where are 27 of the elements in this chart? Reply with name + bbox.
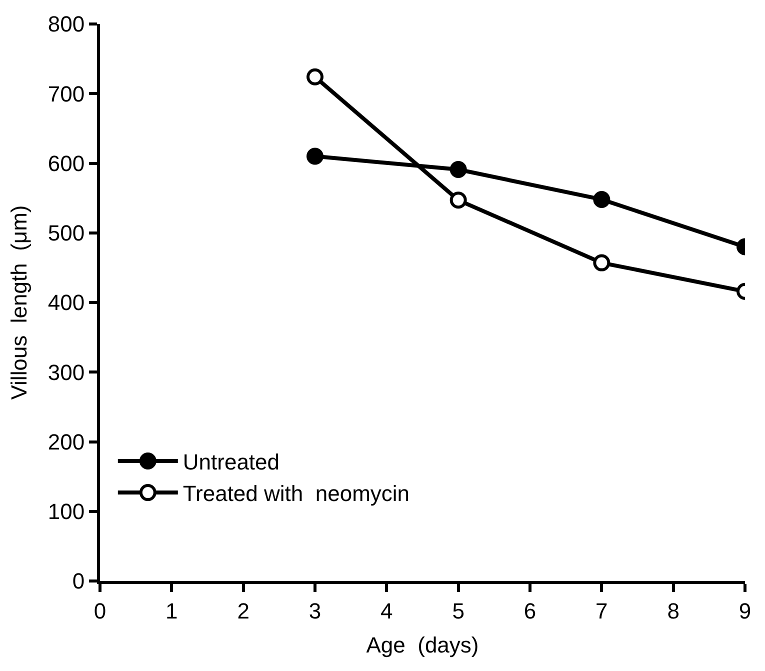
x-tick-label: 2	[237, 598, 250, 624]
y-tick-label: 700	[48, 81, 85, 106]
point	[306, 148, 324, 165]
legend-label: Treated with neomycin	[182, 481, 410, 506]
x-tick-label: 3	[308, 598, 322, 624]
y-tick-label: 400	[48, 290, 85, 316]
x-tick-label: 9	[738, 598, 752, 624]
x-tick-label: 0	[94, 598, 106, 624]
y-tick-label: 200	[48, 429, 85, 454]
y-tick-label: 100	[48, 499, 85, 524]
x-tick-label: 8	[667, 598, 680, 624]
y-axis-title: Villous length (μm)	[6, 205, 32, 400]
legend-label: Untreated	[182, 450, 280, 475]
x-tick-label: 7	[596, 598, 608, 624]
y-tick-label: 500	[48, 220, 85, 246]
x-tick-label: 5	[452, 598, 464, 624]
y-tick-label: 300	[48, 360, 85, 385]
y-tick-label: 800	[48, 12, 85, 37]
x-tick-label: 6	[524, 598, 536, 624]
x-axis-title: Age (days)	[366, 632, 479, 658]
y-tick-label: 600	[48, 150, 85, 176]
point	[306, 68, 324, 86]
y-tick-label: 0	[72, 568, 85, 594]
x-tick-label: 1	[166, 598, 178, 624]
point	[450, 192, 467, 209]
x-tick-label: 4	[380, 598, 393, 624]
point	[450, 161, 467, 178]
